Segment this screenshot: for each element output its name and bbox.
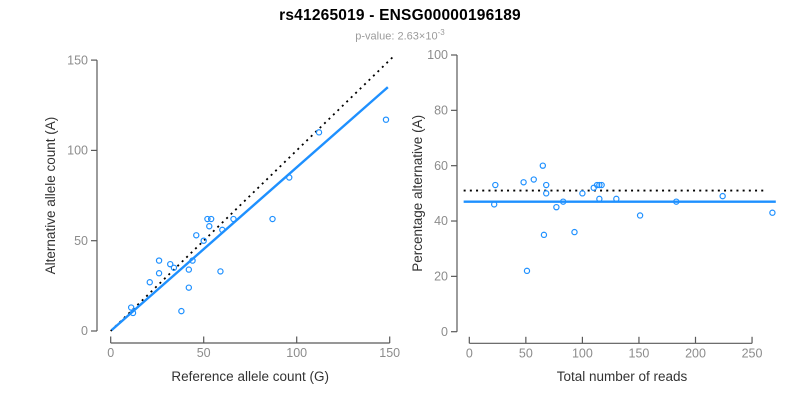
identity-line xyxy=(110,55,395,332)
x-tick-label: 150 xyxy=(379,346,400,360)
x-tick-label: 150 xyxy=(629,346,650,360)
data-point xyxy=(598,181,605,189)
data-point xyxy=(185,266,193,273)
data-point xyxy=(206,223,213,230)
data-point xyxy=(596,195,603,203)
data-point xyxy=(543,181,550,189)
data-point xyxy=(170,264,178,271)
y-tick-label: 150 xyxy=(67,53,88,67)
data-point xyxy=(315,129,323,136)
x-axis-title: Reference allele count (G) xyxy=(171,369,329,384)
x-tick-label: 100 xyxy=(286,346,307,360)
data-point xyxy=(382,116,390,123)
x-tick-label: 0 xyxy=(466,346,473,360)
data-point xyxy=(613,195,620,203)
y-tick-label: 20 xyxy=(434,270,448,284)
x-tick-label: 50 xyxy=(197,346,211,360)
y-tick-label: 100 xyxy=(427,48,448,62)
data-point xyxy=(593,181,601,189)
data-point xyxy=(219,226,226,234)
y-axis-title: Alternative allele count (A) xyxy=(43,117,58,275)
data-point xyxy=(540,231,548,239)
data-point xyxy=(207,215,215,223)
y-tick-label: 100 xyxy=(67,144,88,158)
data-point xyxy=(596,181,603,189)
data-point xyxy=(523,267,531,275)
data-point xyxy=(129,309,137,317)
data-point xyxy=(189,257,196,264)
left-scatter-allele-counts: 0 50 100 150 0 50 100 150 Reference allele count… xyxy=(43,53,400,384)
x-tick-label: 200 xyxy=(685,346,706,360)
x-tick-label: 0 xyxy=(107,346,114,360)
data-point xyxy=(530,176,537,183)
data-point xyxy=(167,260,174,268)
data-point xyxy=(539,162,547,169)
data-point xyxy=(146,279,153,286)
y-tick-label: 40 xyxy=(434,214,448,228)
data-point xyxy=(286,174,293,181)
data-point xyxy=(200,237,207,244)
data-point xyxy=(155,257,163,264)
data-point xyxy=(543,190,550,197)
data-point xyxy=(185,284,193,291)
data-point xyxy=(193,232,200,239)
data-point xyxy=(490,201,498,208)
y-axis-title: Percentage alternative (A) xyxy=(410,115,425,272)
x-tick-label: 100 xyxy=(572,346,593,360)
x-tick-label: 50 xyxy=(519,346,533,360)
data-point xyxy=(204,215,211,223)
data-point xyxy=(553,203,560,211)
x-axis-title: Total number of reads xyxy=(557,369,688,384)
data-point xyxy=(769,209,776,216)
x-tick-label: 250 xyxy=(742,346,763,360)
y-tick-label: 80 xyxy=(434,104,448,118)
y-tick-label: 50 xyxy=(74,234,88,248)
y-tick-label: 0 xyxy=(441,325,448,339)
data-point xyxy=(127,304,135,311)
data-point xyxy=(230,215,237,223)
regression-line xyxy=(110,86,389,331)
data-point xyxy=(269,215,276,223)
data-point xyxy=(673,198,680,205)
data-point xyxy=(217,268,224,275)
data-point xyxy=(571,228,578,236)
data-point xyxy=(719,192,726,200)
data-point xyxy=(155,270,163,277)
data-point xyxy=(520,179,527,186)
right-scatter-percentage: 0 20 40 60 80 100 0 50 100 150 200 250 Total number … xyxy=(410,48,776,384)
data-point xyxy=(559,198,567,205)
data-point xyxy=(636,212,644,219)
data-point xyxy=(492,181,499,189)
y-tick-label: 0 xyxy=(81,324,88,338)
data-point xyxy=(579,190,586,197)
data-point xyxy=(178,307,185,315)
y-tick-label: 60 xyxy=(434,159,448,173)
